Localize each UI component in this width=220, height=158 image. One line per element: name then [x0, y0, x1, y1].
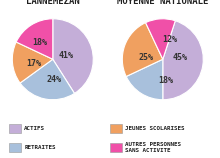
Text: AUTRES PERSONNES
SANS ACTIVITE: AUTRES PERSONNES SANS ACTIVITE: [125, 142, 182, 153]
Wedge shape: [16, 19, 53, 59]
Wedge shape: [163, 21, 203, 100]
Wedge shape: [53, 19, 93, 93]
Text: RETRAITES: RETRAITES: [24, 145, 56, 150]
Text: 12%: 12%: [163, 34, 178, 43]
Text: ACTIFS: ACTIFS: [24, 126, 45, 131]
Text: 18%: 18%: [159, 76, 174, 85]
Text: JEUNES SCOLARISES: JEUNES SCOLARISES: [125, 126, 185, 131]
Text: 24%: 24%: [46, 75, 61, 84]
Wedge shape: [146, 19, 175, 59]
Wedge shape: [126, 59, 163, 100]
Title: MOYENNE NATIONALE: MOYENNE NATIONALE: [117, 0, 209, 6]
Wedge shape: [12, 42, 53, 83]
Text: 41%: 41%: [58, 51, 73, 60]
Title: LANNEMEZAN: LANNEMEZAN: [26, 0, 80, 6]
Wedge shape: [122, 23, 163, 76]
Text: 25%: 25%: [138, 53, 153, 62]
Text: 18%: 18%: [32, 38, 47, 47]
Text: 45%: 45%: [172, 53, 187, 62]
Wedge shape: [20, 59, 75, 100]
Text: 17%: 17%: [26, 59, 41, 68]
